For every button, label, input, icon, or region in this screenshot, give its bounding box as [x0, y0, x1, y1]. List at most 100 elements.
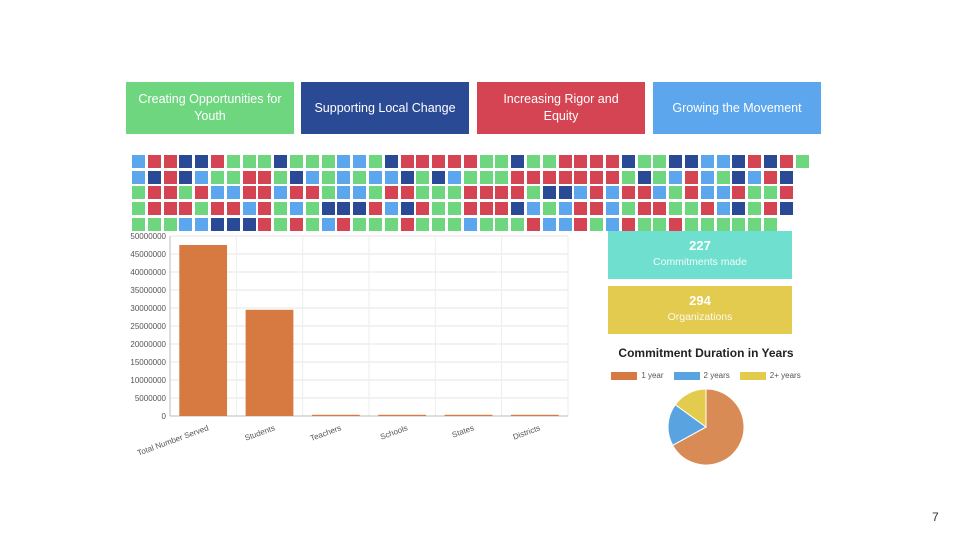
y-tick-label: 15000000: [130, 358, 166, 367]
y-tick-label: 10000000: [130, 376, 166, 385]
legend-item-2-plus-years[interactable]: 2+ years: [739, 371, 801, 380]
commitment-square: [290, 186, 303, 200]
pie-slice[interactable]: [674, 388, 707, 428]
commitment-square: [305, 170, 319, 184]
bar[interactable]: [444, 414, 493, 416]
pie-slice[interactable]: [672, 388, 745, 466]
commitment-square: [669, 186, 683, 200]
commitment-square: [369, 186, 382, 200]
bar[interactable]: [311, 414, 360, 416]
commitment-square: [606, 217, 619, 231]
commitment-square: [495, 155, 509, 168]
commitment-square: [163, 170, 177, 184]
commitment-square: [258, 170, 272, 184]
pie-slice[interactable]: [667, 403, 707, 446]
commitment-square: [305, 186, 319, 200]
commitment-square: [621, 155, 635, 168]
commitment-square: [274, 170, 288, 184]
commitment-square: [211, 170, 224, 184]
commitment-square: [432, 170, 446, 184]
commitment-square: [242, 170, 256, 184]
commitment-square: [479, 186, 493, 200]
commitment-square: [242, 186, 256, 200]
bar[interactable]: [510, 414, 559, 416]
tab-creating-opportunities[interactable]: Creating Opportunities for Youth: [126, 82, 294, 134]
commitment-square: [163, 155, 177, 168]
commitment-square: [479, 155, 493, 168]
commitment-square: [416, 170, 430, 184]
commitment-square: [290, 202, 303, 216]
legend-item-1-year[interactable]: 1 year: [611, 371, 664, 380]
commitment-square: [590, 186, 604, 200]
commitment-square: [147, 170, 161, 184]
commitment-square: [511, 186, 525, 200]
x-tick-label: Districts: [512, 423, 542, 441]
commitment-square: [748, 186, 762, 200]
commitment-square: [448, 186, 461, 200]
commitment-square: [653, 186, 667, 200]
commitment-square: [400, 155, 414, 168]
commitment-square: [321, 170, 335, 184]
commitment-square: [400, 186, 414, 200]
commitment-square: [590, 202, 604, 216]
commitment-square: [337, 155, 351, 168]
commitment-square: [685, 155, 698, 168]
commitment-square: [637, 186, 651, 200]
x-tick-label: Schools: [379, 423, 409, 441]
commitment-square: [685, 217, 698, 231]
commitment-square: [337, 186, 351, 200]
commitment-square: [542, 155, 556, 168]
tab-supporting-local-change[interactable]: Supporting Local Change: [301, 82, 469, 134]
commitment-square: [495, 186, 509, 200]
legend-item-2-years[interactable]: 2 years: [673, 371, 730, 380]
commitment-square: [179, 155, 193, 168]
commitment-square: [353, 155, 367, 168]
pie-chart-title: Commitment Duration in Years: [618, 346, 794, 360]
commitment-square: [716, 155, 730, 168]
commitment-square: [384, 155, 398, 168]
commitment-square: [700, 217, 714, 231]
bar[interactable]: [245, 309, 294, 416]
commitment-square: [432, 202, 446, 216]
commitment-square: [305, 155, 319, 168]
bar[interactable]: [179, 245, 228, 416]
commitment-square: [369, 170, 382, 184]
commitment-square: [400, 170, 414, 184]
commitment-square: [653, 202, 667, 216]
commitment-square: [258, 155, 272, 168]
commitment-square: [353, 186, 367, 200]
commitment-square: [463, 170, 477, 184]
commitment-square: [669, 202, 683, 216]
commitment-square: [163, 202, 177, 216]
commitment-square: [685, 186, 698, 200]
x-tick-label: States: [451, 423, 475, 439]
commitment-square: [274, 155, 288, 168]
commitment-square: [321, 155, 335, 168]
tab-increasing-rigor[interactable]: Increasing Rigor and Equity: [477, 82, 645, 134]
organizations-value: 294: [689, 293, 711, 308]
tab-growing-movement[interactable]: Growing the Movement: [653, 82, 821, 134]
bar[interactable]: [378, 414, 427, 416]
commitment-square: [732, 170, 746, 184]
commitment-square: [606, 170, 619, 184]
commitment-square: [732, 155, 746, 168]
commitment-square: [195, 186, 209, 200]
x-tick-label: Total Number Served: [136, 423, 210, 457]
commitment-square: [542, 202, 556, 216]
commitment-square: [321, 202, 335, 216]
commitment-square: [716, 186, 730, 200]
commitment-square: [132, 155, 145, 168]
commitment-square: [637, 170, 651, 184]
commitment-square: [258, 202, 272, 216]
commitment-square: [132, 170, 145, 184]
commitment-square: [321, 186, 335, 200]
commitment-square: [637, 217, 651, 231]
commitments-stat-box: 227 Commitments made: [608, 231, 792, 279]
tab-label: Creating Opportunities for Youth: [138, 92, 282, 123]
commitment-square: [700, 202, 714, 216]
commitment-square: [637, 155, 651, 168]
y-tick-label: 45000000: [130, 250, 166, 259]
commitment-square: [779, 202, 793, 216]
commitment-square: [416, 186, 430, 200]
commitment-square: [369, 202, 382, 216]
